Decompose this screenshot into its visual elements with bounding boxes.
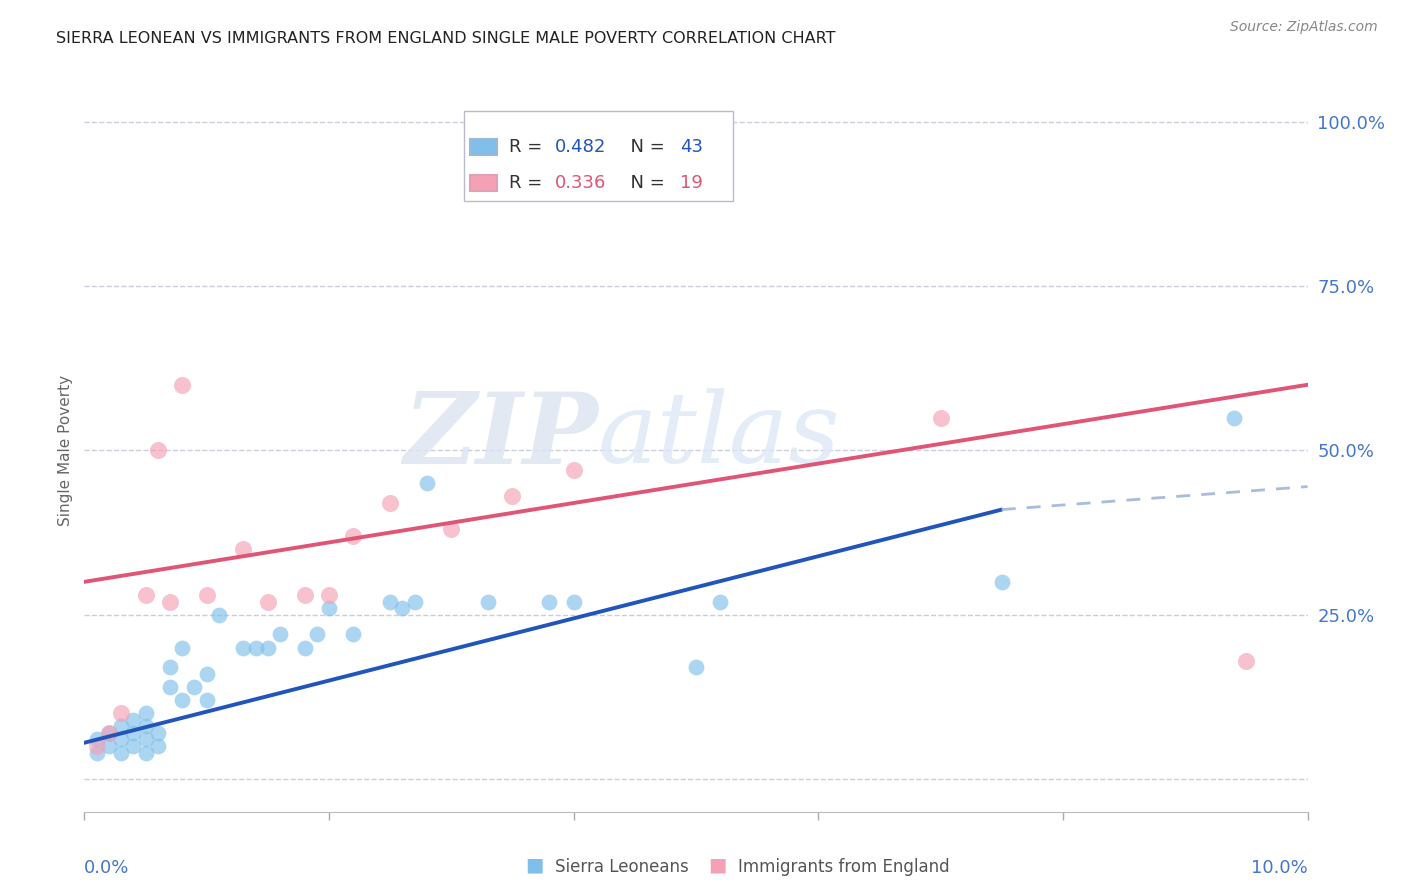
Point xyxy=(195,693,218,707)
Point xyxy=(122,726,145,740)
Point xyxy=(97,726,120,740)
Text: 0.0%: 0.0% xyxy=(84,859,129,877)
Point xyxy=(172,377,194,392)
Point xyxy=(135,588,157,602)
Point xyxy=(380,496,402,510)
Point xyxy=(416,476,439,491)
Y-axis label: Single Male Poverty: Single Male Poverty xyxy=(58,375,73,526)
Point xyxy=(135,719,157,733)
Text: 10.0%: 10.0% xyxy=(1251,859,1308,877)
Point xyxy=(146,739,169,753)
Point xyxy=(172,640,194,655)
Text: ■: ■ xyxy=(707,855,727,875)
Point xyxy=(685,660,707,674)
Text: N =: N = xyxy=(619,174,671,192)
FancyBboxPatch shape xyxy=(470,139,496,155)
Point xyxy=(294,588,316,602)
Point xyxy=(709,594,731,608)
Point xyxy=(146,443,169,458)
Point xyxy=(1236,654,1258,668)
Point xyxy=(97,726,120,740)
Point xyxy=(183,680,205,694)
Point xyxy=(391,601,413,615)
Point xyxy=(135,732,157,747)
Point xyxy=(404,594,426,608)
Point xyxy=(440,522,463,536)
Point xyxy=(135,706,157,721)
Point xyxy=(269,627,291,641)
Point xyxy=(135,746,157,760)
Point xyxy=(159,594,181,608)
Text: ZIP: ZIP xyxy=(404,388,598,484)
Point xyxy=(110,746,132,760)
Point xyxy=(257,640,280,655)
Point xyxy=(257,594,280,608)
Point xyxy=(294,640,316,655)
Point xyxy=(110,719,132,733)
Text: 19: 19 xyxy=(681,174,703,192)
Point xyxy=(342,627,364,641)
Point xyxy=(305,627,328,641)
FancyBboxPatch shape xyxy=(470,175,496,191)
Point xyxy=(318,588,340,602)
FancyBboxPatch shape xyxy=(464,111,733,202)
Point xyxy=(232,640,254,655)
Point xyxy=(929,410,952,425)
Point xyxy=(208,607,231,622)
Text: R =: R = xyxy=(509,138,548,156)
Point xyxy=(159,680,181,694)
Point xyxy=(318,601,340,615)
Point xyxy=(97,739,120,753)
Point xyxy=(562,463,585,477)
Point xyxy=(195,666,218,681)
Text: R =: R = xyxy=(509,174,548,192)
Point xyxy=(172,693,194,707)
Point xyxy=(380,594,402,608)
Point xyxy=(991,574,1014,589)
Text: Source: ZipAtlas.com: Source: ZipAtlas.com xyxy=(1230,20,1378,34)
Point xyxy=(477,594,499,608)
Point xyxy=(110,706,132,721)
Point xyxy=(122,713,145,727)
Point xyxy=(86,746,108,760)
Text: ■: ■ xyxy=(524,855,544,875)
Text: N =: N = xyxy=(619,138,671,156)
Text: atlas: atlas xyxy=(598,388,841,483)
Point xyxy=(110,732,132,747)
Point xyxy=(122,739,145,753)
Point xyxy=(195,588,218,602)
Point xyxy=(562,594,585,608)
Point xyxy=(146,726,169,740)
Text: Immigrants from England: Immigrants from England xyxy=(738,858,950,876)
Point xyxy=(86,739,108,753)
Text: 0.482: 0.482 xyxy=(555,138,606,156)
Point xyxy=(538,594,561,608)
Text: 43: 43 xyxy=(681,138,703,156)
Point xyxy=(1223,410,1246,425)
Text: 0.336: 0.336 xyxy=(555,174,606,192)
Point xyxy=(245,640,267,655)
Point xyxy=(86,732,108,747)
Point xyxy=(232,541,254,556)
Text: Sierra Leoneans: Sierra Leoneans xyxy=(555,858,689,876)
Text: SIERRA LEONEAN VS IMMIGRANTS FROM ENGLAND SINGLE MALE POVERTY CORRELATION CHART: SIERRA LEONEAN VS IMMIGRANTS FROM ENGLAN… xyxy=(56,31,835,46)
Point xyxy=(502,490,524,504)
Point xyxy=(159,660,181,674)
Point xyxy=(342,529,364,543)
